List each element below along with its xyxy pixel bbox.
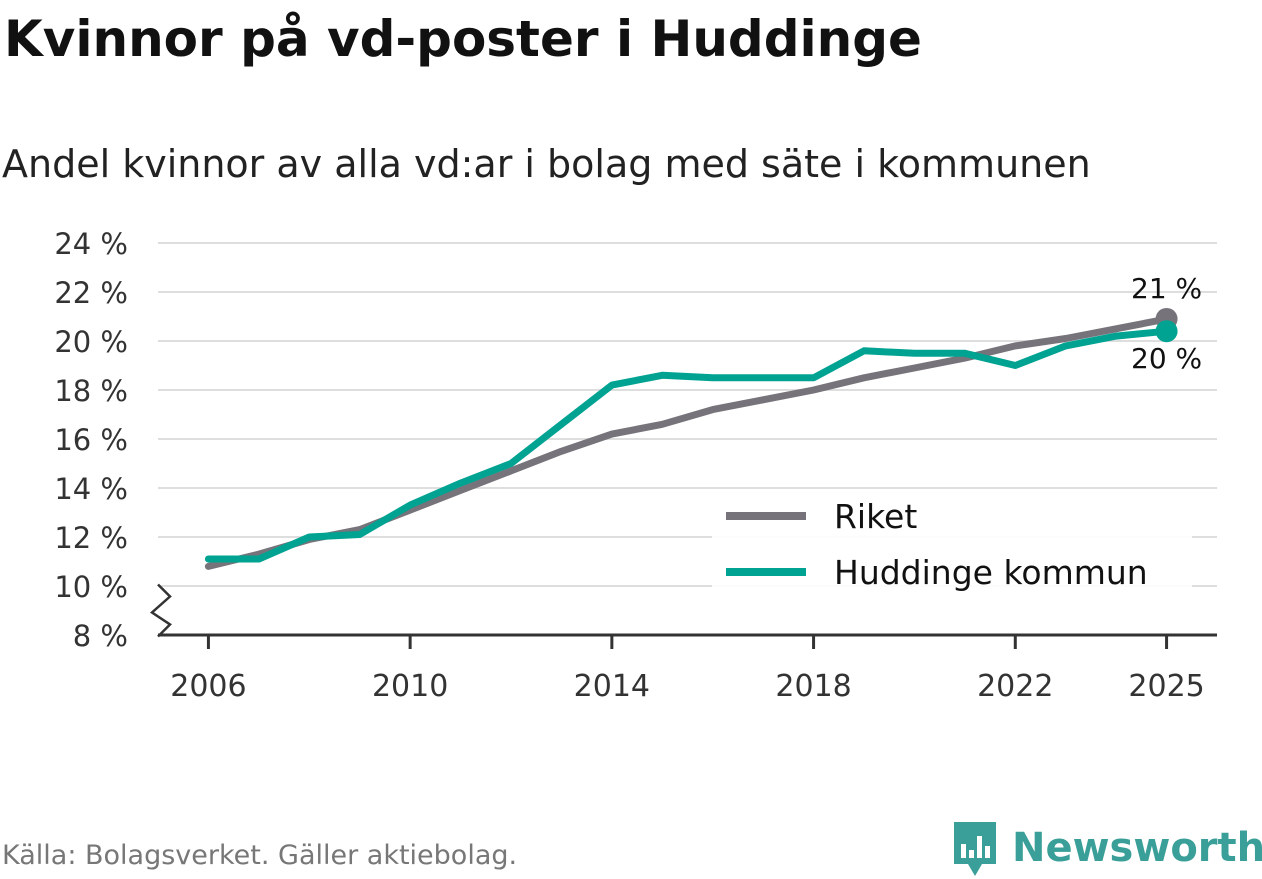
x-tick-label: 2014 xyxy=(574,669,650,704)
y-tick-label: 18 % xyxy=(54,374,128,408)
chart-subtitle: Andel kvinnor av alla vd:ar i bolag med … xyxy=(2,142,1091,186)
end-label-huddinge: 20 % xyxy=(1131,342,1202,375)
y-tick-label: 10 % xyxy=(54,570,128,604)
x-tick-label: 2006 xyxy=(170,669,246,704)
y-tick-label: 16 % xyxy=(54,423,128,457)
series-line-huddinge xyxy=(204,327,1171,563)
x-tick-label: 2010 xyxy=(372,669,448,704)
legend-label-riket: Riket xyxy=(834,497,917,536)
y-tick-label: 24 % xyxy=(54,227,128,261)
y-tick-label: 22 % xyxy=(54,276,128,310)
y-tick-label: 12 % xyxy=(54,521,128,555)
x-tick-label: 2018 xyxy=(775,669,851,704)
end-label-riket: 21 % xyxy=(1131,272,1202,305)
end-point-huddinge xyxy=(1155,320,1178,343)
x-tick-label: 2022 xyxy=(977,669,1053,704)
legend-label-huddinge: Huddinge kommun xyxy=(834,553,1148,592)
y-tick-label: 8 % xyxy=(73,619,128,653)
brand-logo: Newsworthy xyxy=(950,818,1262,878)
y-tick-label: 14 % xyxy=(54,472,128,506)
source-note: Källa: Bolagsverket. Gäller aktiebolag. xyxy=(2,840,518,871)
y-tick-label: 20 % xyxy=(54,325,128,359)
brand-name: Newsworthy xyxy=(1012,825,1262,871)
newsworthy-logo-icon xyxy=(954,822,996,876)
axis-break-mark xyxy=(149,583,172,638)
chart-title: Kvinnor på vd-poster i Huddinge xyxy=(4,10,922,68)
x-tick-label: 2025 xyxy=(1128,669,1204,704)
